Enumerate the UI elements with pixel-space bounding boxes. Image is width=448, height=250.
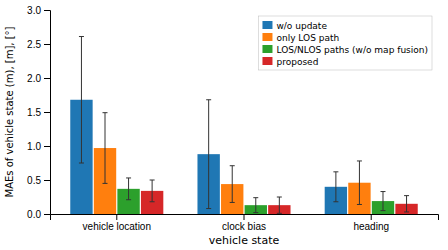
error-bar <box>150 180 155 202</box>
x-tick-mark <box>116 214 117 220</box>
error-bar <box>277 197 282 213</box>
y-tick-label: 2.0 <box>27 73 41 84</box>
legend-label: only LOS path <box>276 33 339 43</box>
chart: 0.0 0.5 1.0 1.5 2.0 2.5 3.0 vehicle location clo… <box>0 0 448 250</box>
y-tick-mark <box>44 112 50 113</box>
y-tick-label: 0.0 <box>27 209 41 220</box>
y-tick: 1.0 <box>27 141 50 152</box>
y-axis-title: MAEs of vehicle state (m), [m], [°] <box>4 26 15 197</box>
error-bar <box>230 166 235 203</box>
x-tick-mark <box>371 214 372 220</box>
legend-item: w/o update <box>262 21 327 31</box>
x-tick-label: vehicle location <box>83 221 151 232</box>
error-bar <box>253 198 258 213</box>
error-bar <box>404 196 409 212</box>
legend-label: proposed <box>276 57 318 67</box>
y-tick-mark <box>44 44 50 45</box>
error-bar <box>333 172 338 202</box>
x-tick-label: clock bias <box>222 221 266 232</box>
legend-swatch <box>262 33 272 41</box>
y-tick-mark <box>44 78 50 79</box>
x-axis-line <box>51 215 439 221</box>
legend-item: LOS/NLOS paths (w/o map fusion) <box>262 45 428 55</box>
y-tick: 3.0 <box>27 5 50 16</box>
series <box>117 178 394 214</box>
x-tick-label: heading <box>353 221 389 232</box>
y-axis-line <box>44 11 51 215</box>
x-tick-mark <box>244 214 245 220</box>
y-tick: 2.5 <box>27 39 50 50</box>
legend-swatch <box>262 57 272 65</box>
y-tick-mark <box>44 214 50 215</box>
y-tick-mark <box>44 10 50 11</box>
series <box>94 113 371 214</box>
error-bar <box>103 113 108 184</box>
x-tick: vehicle location <box>83 214 151 232</box>
y-tick-label: 2.5 <box>27 39 41 50</box>
x-axis-title: vehicle state <box>209 234 280 247</box>
y-tick-mark <box>44 180 50 181</box>
legend-item: only LOS path <box>262 33 339 43</box>
x-axis: vehicle location clock bias heading <box>51 214 439 232</box>
legend-label: LOS/NLOS paths (w/o map fusion) <box>276 45 428 55</box>
y-tick: 0.5 <box>27 175 50 186</box>
legend-swatch <box>262 21 272 29</box>
error-bar <box>79 37 84 163</box>
y-tick: 2.0 <box>27 73 50 84</box>
legend: w/o update only LOS path LOS/NLOS paths (w… <box>258 16 432 70</box>
legend-swatch <box>262 45 272 53</box>
y-tick-mark <box>44 146 50 147</box>
error-bar <box>126 178 131 200</box>
error-bar <box>206 100 211 209</box>
y-tick-label: 0.5 <box>27 175 41 186</box>
y-tick-label: 1.5 <box>27 107 41 118</box>
x-tick: clock bias <box>222 214 266 232</box>
legend-item: proposed <box>262 57 318 67</box>
y-tick-label: 3.0 <box>27 5 41 16</box>
legend-label: w/o update <box>276 21 327 31</box>
legend-box <box>258 16 432 70</box>
y-axis: 0.0 0.5 1.0 1.5 2.0 2.5 3.0 <box>27 5 50 220</box>
series <box>141 180 418 214</box>
error-bar <box>357 161 362 205</box>
y-tick: 1.5 <box>27 107 50 118</box>
y-tick-label: 1.0 <box>27 141 41 152</box>
series <box>70 37 347 214</box>
y-tick: 0.0 <box>27 209 50 220</box>
plot-area: 0.0 0.5 1.0 1.5 2.0 2.5 3.0 vehicle location clo… <box>27 5 438 232</box>
error-bar <box>380 192 385 211</box>
x-tick: heading <box>353 214 389 232</box>
